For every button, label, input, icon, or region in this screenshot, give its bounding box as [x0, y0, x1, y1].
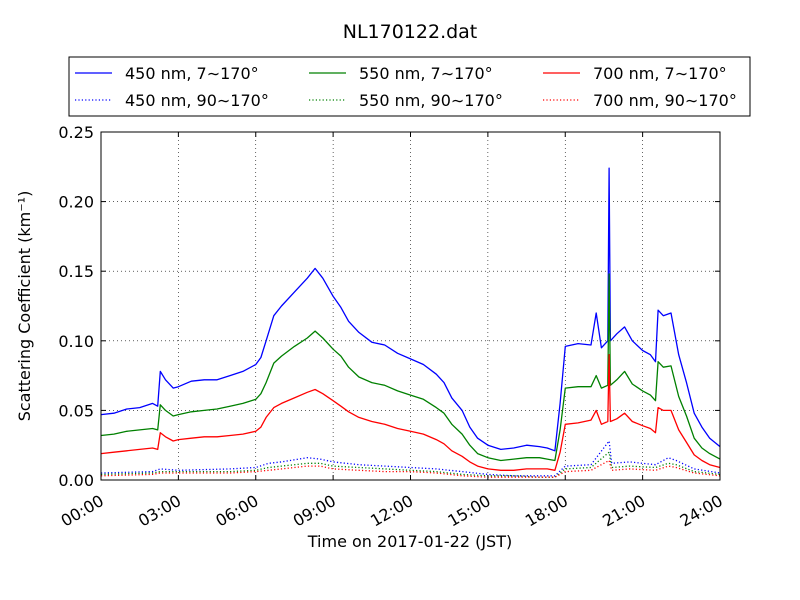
- legend-label: 550 nm, 7∼170°: [359, 64, 493, 83]
- x-axis-label: Time on 2017-01-22 (JST): [307, 532, 512, 551]
- plot-lines: [100, 167, 721, 478]
- y-tick-label: 0.10: [58, 332, 94, 351]
- y-tick-label: 0.00: [58, 471, 94, 490]
- legend-box: [68, 56, 751, 117]
- chart-title: NL170122.dat: [343, 21, 478, 43]
- series-line: [100, 459, 721, 478]
- legend-label: 700 nm, 90∼170°: [593, 91, 737, 110]
- x-tick-label: 00:00: [58, 491, 107, 531]
- x-tick-label: 18:00: [522, 491, 571, 531]
- series-line: [100, 354, 721, 471]
- series-line: [100, 440, 721, 477]
- grid: [101, 132, 720, 480]
- series-line: [100, 273, 721, 462]
- series-line: [100, 167, 721, 452]
- series-line: [100, 451, 721, 478]
- x-tick-label: 09:00: [290, 491, 339, 531]
- x-tick-label: 03:00: [135, 491, 184, 531]
- y-axis-label: Scattering Coefficient (km⁻¹): [15, 191, 34, 422]
- x-tick-label: 21:00: [599, 491, 648, 531]
- legend: 450 nm, 7∼170° 550 nm, 7∼170° 700 nm, 7∼17…: [68, 56, 751, 117]
- x-tick-label: 12:00: [367, 491, 416, 531]
- legend-label: 450 nm, 7∼170°: [125, 64, 259, 83]
- y-tick-label: 0.20: [58, 193, 94, 212]
- y-tick-label: 0.15: [58, 262, 94, 281]
- x-tick-label: 06:00: [212, 491, 261, 531]
- y-tick-label: 0.05: [58, 401, 94, 420]
- y-tick-label: 0.25: [58, 123, 94, 142]
- x-tick-label: 24:00: [677, 491, 726, 531]
- legend-label: 550 nm, 90∼170°: [359, 91, 503, 110]
- legend-label: 450 nm, 90∼170°: [125, 91, 269, 110]
- legend-label: 700 nm, 7∼170°: [593, 64, 727, 83]
- x-tick-label: 15:00: [444, 491, 493, 531]
